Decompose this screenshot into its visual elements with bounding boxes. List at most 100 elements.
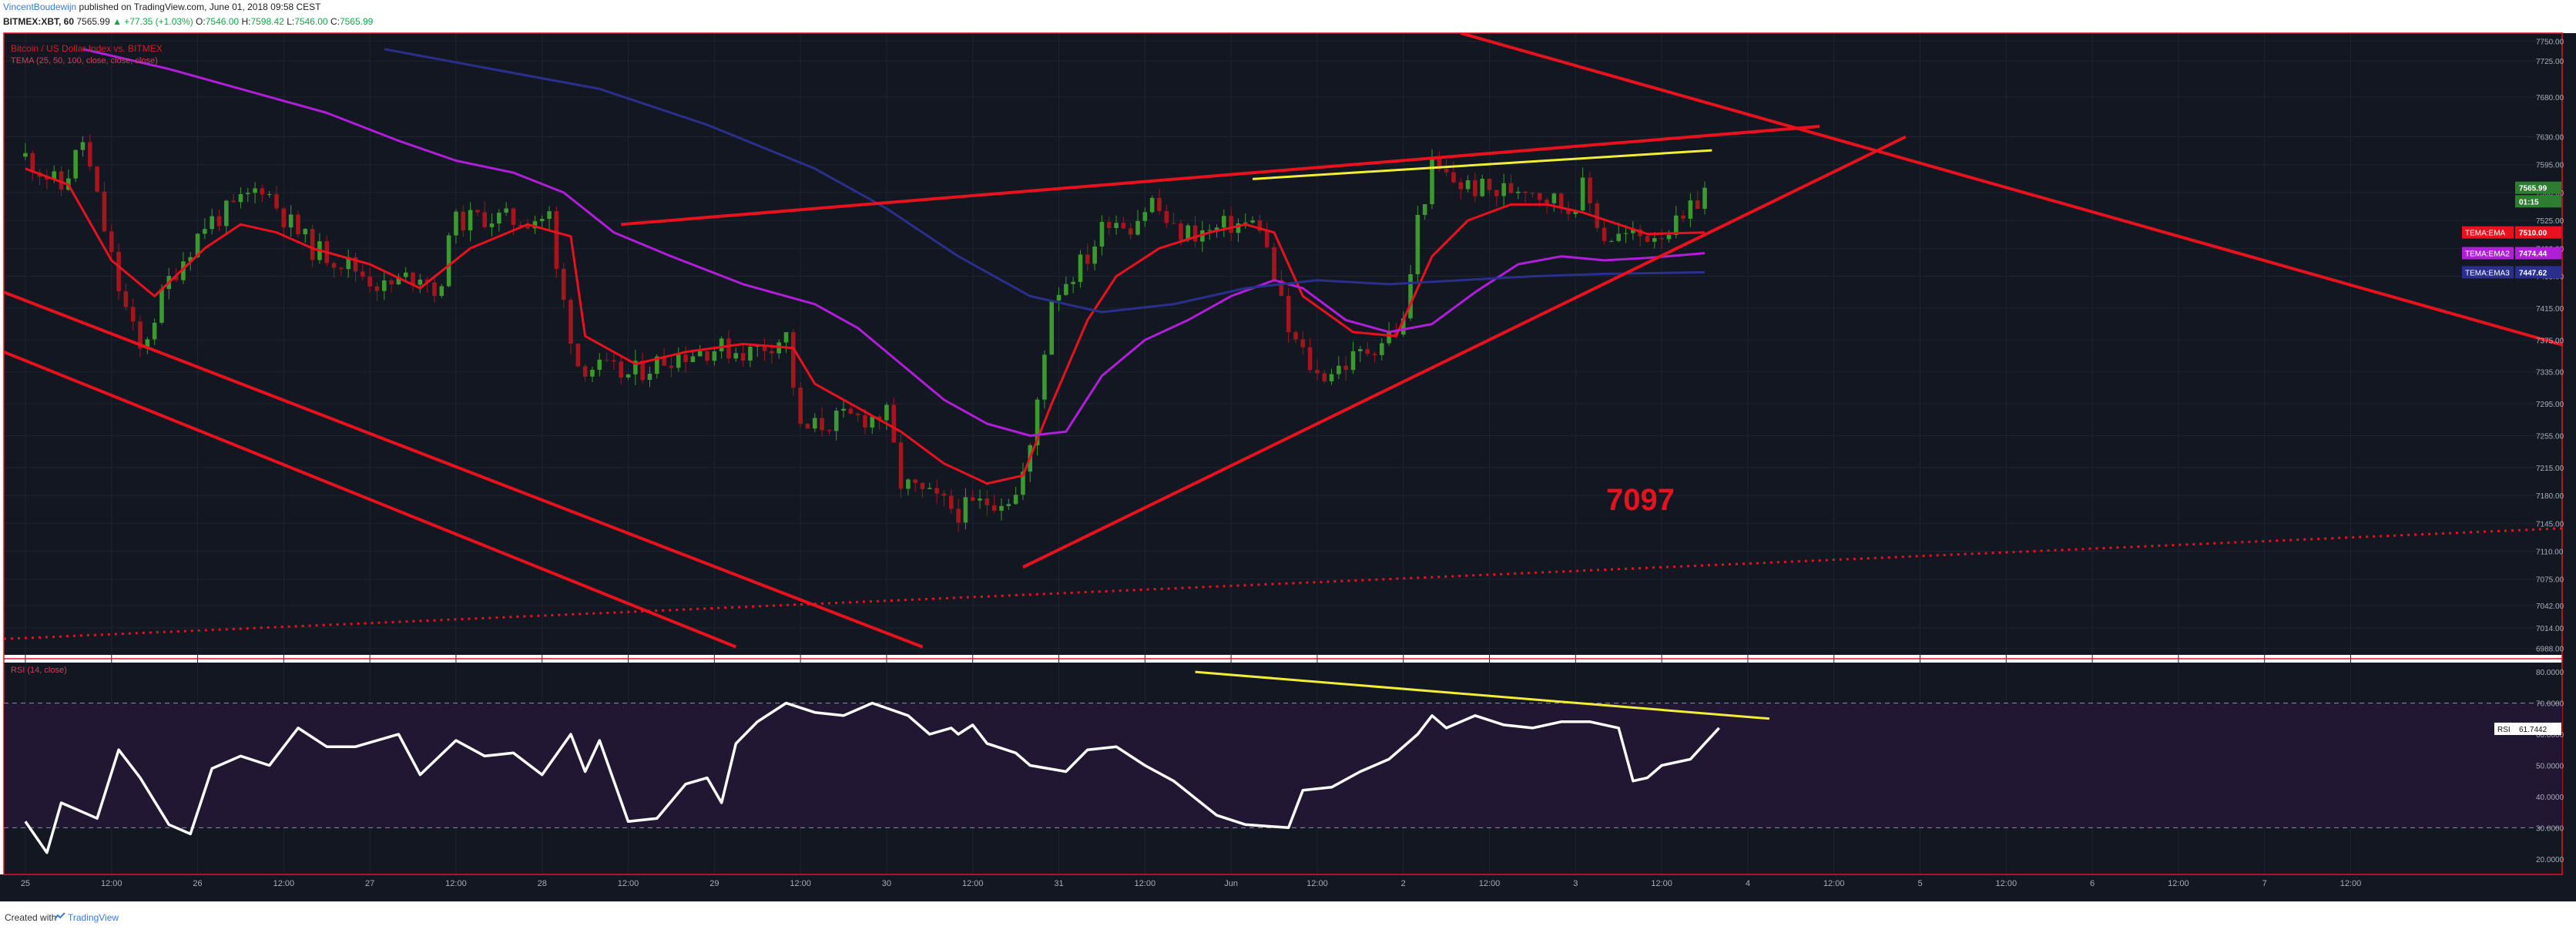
candle-body: [1588, 177, 1592, 203]
candle-body: [1085, 254, 1090, 264]
candle-body: [1157, 197, 1162, 211]
candle-body: [1465, 180, 1471, 190]
candle-body: [73, 149, 78, 179]
x-tick-label: 25: [21, 879, 30, 888]
candle-body: [116, 252, 121, 291]
chart-canvas[interactable]: Bitcoin / US Dollar Index vs. BITMEX TEMA…: [0, 31, 2576, 901]
candle-body: [339, 267, 344, 270]
candle-body: [439, 286, 444, 297]
candle-body: [683, 354, 688, 362]
candle-body: [1602, 227, 1607, 241]
candle-body: [203, 229, 207, 234]
candle-body: [1400, 318, 1406, 335]
x-tick-label: 2: [1401, 879, 1406, 888]
candle-body: [1473, 180, 1478, 196]
candle-body: [1508, 183, 1514, 193]
trendline-red: [621, 125, 1820, 227]
candle-body: [310, 229, 315, 260]
candle-body: [1257, 220, 1263, 231]
candle-body: [1078, 254, 1083, 282]
trendlines: [4, 33, 2562, 649]
candle-body: [597, 359, 602, 370]
candle-body: [45, 176, 49, 180]
candle-body: [1480, 179, 1484, 196]
x-tick-label: 12:00: [273, 879, 295, 888]
candle-body: [1056, 294, 1062, 301]
candle-body: [604, 359, 609, 361]
trendline-yellow: [1252, 149, 1712, 180]
candle-body: [59, 171, 64, 190]
tradingview-brand-link[interactable]: TradingView: [68, 912, 119, 923]
main-pane: [4, 33, 2570, 655]
candle-body: [188, 257, 193, 262]
candle-body: [1049, 300, 1055, 355]
candle-body: [1702, 187, 1707, 210]
price-tag-name: TEMA:EMA: [2465, 230, 2506, 238]
candle-body: [575, 344, 581, 367]
candle-body: [411, 272, 415, 285]
candle-body: [1566, 208, 1571, 214]
candle-body: [640, 361, 645, 381]
candle-body: [396, 277, 401, 285]
candle-body: [1200, 230, 1205, 242]
candle-body: [569, 300, 573, 344]
rsi-tick-label: 70.0000: [2536, 700, 2564, 709]
y-tick-label: 7630.00: [2536, 134, 2564, 143]
price-tag-name-bg: [2462, 266, 2514, 279]
price-tag-bg: [2515, 226, 2561, 239]
candle-body: [288, 214, 293, 228]
candle-body: [23, 153, 28, 157]
candle-body: [820, 418, 824, 431]
candle-body: [1142, 212, 1148, 221]
candle-body: [1329, 374, 1334, 381]
price-tag-value: 01:15: [2519, 198, 2539, 206]
candle-body: [906, 479, 911, 489]
candle-body: [941, 493, 947, 496]
candle-body: [934, 488, 939, 494]
candle-body: [697, 351, 703, 357]
chart-title: Bitcoin / US Dollar Index vs. BITMEX: [11, 43, 163, 54]
candle-body: [812, 418, 817, 429]
candle-body: [1652, 238, 1657, 242]
candle-body: [1394, 331, 1399, 335]
y-tick-label: 7215.00: [2536, 465, 2564, 473]
candle-body: [791, 332, 796, 388]
candle-body: [446, 235, 451, 287]
candle-body: [719, 338, 724, 351]
candle-body: [590, 369, 595, 377]
candle-body: [504, 208, 508, 213]
candle-body: [468, 210, 473, 231]
candle-body: [984, 498, 990, 505]
candle-body: [676, 354, 681, 368]
trendline-red: [4, 290, 924, 649]
candle-body: [1358, 349, 1363, 351]
x-tick-label: 12:00: [790, 879, 811, 888]
candle-body: [669, 365, 674, 368]
x-tick-label: 7: [2262, 879, 2267, 888]
candle-body: [1042, 354, 1047, 400]
candle-body: [511, 208, 516, 225]
candle-body: [863, 414, 867, 428]
x-tick-label: 12:00: [1996, 879, 2018, 888]
candle-body: [798, 388, 803, 425]
candle-body: [662, 356, 666, 366]
candle-body: [898, 442, 904, 489]
candle-body: [1293, 332, 1298, 340]
candle-body: [1494, 190, 1499, 196]
author-link[interactable]: VincentBoudewijn: [3, 2, 77, 12]
candle-body: [1537, 193, 1542, 200]
y-tick-label: 7042.00: [2536, 602, 2564, 611]
candle-body: [1681, 215, 1685, 219]
series-line-tema-ema3: [384, 48, 1706, 314]
trendline-red: [4, 350, 737, 649]
candle-body: [331, 263, 337, 268]
candle-body: [1222, 216, 1226, 228]
candle-body: [482, 212, 488, 227]
price-change: ▲ +77.35 (+1.03%): [112, 16, 193, 27]
candle-body: [1379, 343, 1384, 355]
candle-body: [1279, 280, 1284, 297]
candle-body: [1350, 351, 1356, 371]
candle-body: [1128, 228, 1133, 235]
candle-body: [1515, 191, 1521, 193]
x-tick-label: 12:00: [1306, 879, 1328, 888]
